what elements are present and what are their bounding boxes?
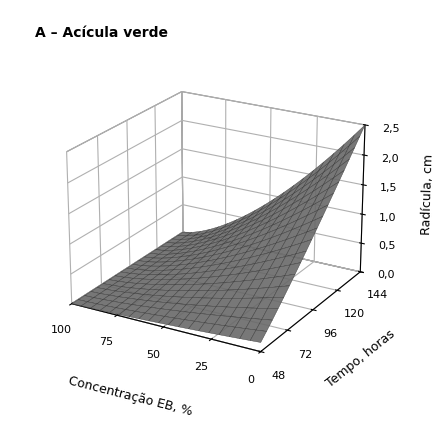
- Text: A – Acícula verde: A – Acícula verde: [35, 26, 168, 40]
- X-axis label: Concentração EB, %: Concentração EB, %: [67, 374, 193, 417]
- Y-axis label: Tempo, horas: Tempo, horas: [324, 327, 397, 389]
